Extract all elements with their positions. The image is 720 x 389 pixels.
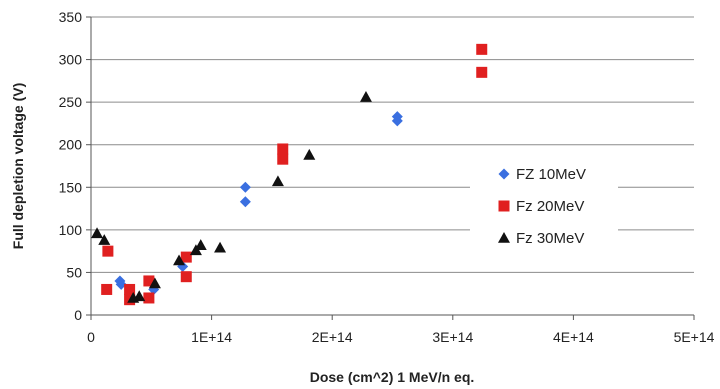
y-axis-label: Full depletion voltage (V) [10, 83, 26, 249]
gridlines [91, 16, 694, 273]
y-tick-label: 250 [59, 94, 83, 110]
axes [86, 16, 695, 320]
legend-marker-diamond [498, 168, 510, 180]
legend-box [470, 156, 618, 254]
legend-label: Fz 20MeV [516, 198, 584, 215]
data-point-triangle [303, 148, 316, 160]
data-point-square [102, 245, 114, 257]
legend-label: Fz 30MeV [516, 230, 584, 247]
data-point-square [124, 283, 136, 295]
data-point-triangle [91, 227, 104, 239]
data-point-triangle [173, 254, 186, 266]
legend-marker-triangle [498, 232, 510, 243]
data-point-square [277, 153, 289, 165]
data-point-triangle [214, 241, 227, 253]
y-tick-label: 200 [59, 137, 83, 153]
data-point-triangle [148, 277, 161, 289]
tick-labels: 0 50 100 150 200 250 300 350 0 1E+14 2E+14 3E+14 4E+… [59, 9, 715, 345]
legend-label: FZ 10MeV [516, 166, 586, 183]
y-tick-label: 350 [59, 9, 83, 25]
y-tick-label: 300 [59, 52, 83, 68]
data-point-diamond [391, 115, 403, 127]
data-point-diamond [239, 196, 251, 208]
data-points [91, 43, 488, 306]
x-tick-label: 4E+14 [553, 329, 594, 345]
data-point-square [476, 43, 488, 55]
x-axis-label: Dose (cm^2) 1 MeV/n eq. [310, 369, 475, 385]
data-point-square [277, 143, 289, 155]
x-tick-label: 0 [87, 329, 95, 345]
legend-marker-square [498, 200, 510, 212]
y-tick-label: 0 [74, 307, 82, 323]
legend: FZ 10MeV Fz 20MeV Fz 30MeV [470, 156, 618, 254]
x-tick-label: 3E+14 [432, 329, 473, 345]
data-point-triangle [271, 175, 284, 187]
x-tick-label: 2E+14 [312, 329, 353, 345]
data-point-diamond [239, 181, 251, 193]
y-tick-label: 100 [59, 222, 83, 238]
data-point-triangle [359, 91, 372, 102]
data-point-square [101, 283, 113, 295]
y-tick-label: 150 [59, 179, 83, 195]
data-point-triangle [133, 290, 146, 302]
data-point-triangle [98, 234, 111, 245]
data-point-square [476, 66, 488, 78]
data-point-square [180, 271, 192, 283]
x-tick-label: 1E+14 [191, 329, 232, 345]
x-tick-label: 5E+14 [674, 329, 715, 345]
data-point-diamond [115, 278, 127, 290]
y-tick-label: 50 [66, 264, 82, 280]
data-point-square [143, 275, 155, 287]
data-point-triangle [194, 239, 207, 250]
data-point-square [180, 251, 192, 263]
data-point-square [143, 292, 155, 304]
